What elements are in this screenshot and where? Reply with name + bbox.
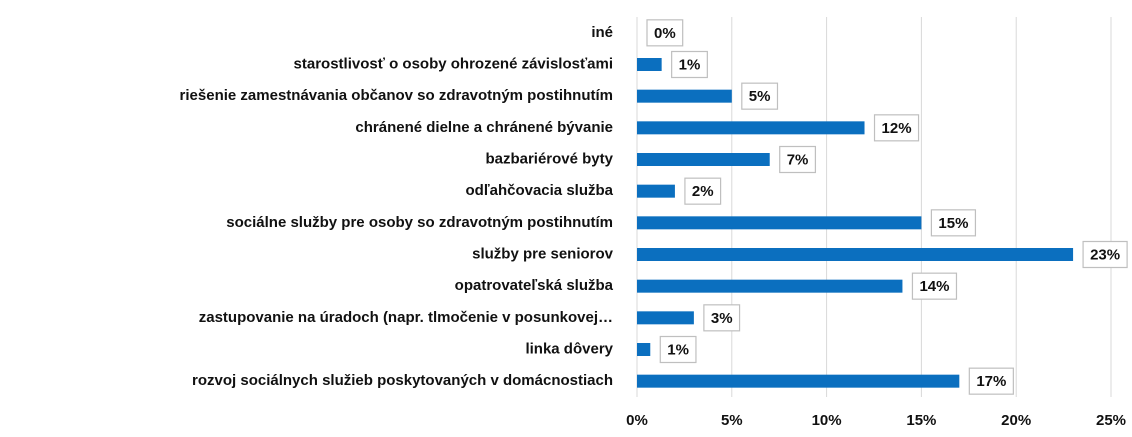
data-label-box	[1082, 240, 1128, 269]
data-label: 0%	[654, 25, 676, 42]
x-tick-label: 20%	[1001, 412, 1031, 429]
bar	[637, 311, 694, 325]
data-label-box	[646, 19, 684, 47]
data-label-box	[968, 367, 1014, 395]
bar	[637, 153, 770, 166]
data-label-box	[659, 335, 697, 364]
data-label: 17%	[976, 373, 1006, 390]
data-label-box	[930, 209, 977, 237]
y-tick-label: bazbariérové byty	[485, 150, 613, 167]
y-tick-label: odľahčovacia služba	[466, 182, 614, 199]
bar	[637, 121, 865, 135]
bar	[637, 248, 1074, 261]
bar	[637, 374, 960, 388]
data-label-box	[684, 177, 722, 205]
y-tick-label: riešenie zamestnávania občanov so zdravo…	[180, 87, 613, 104]
bar	[637, 89, 732, 103]
bar	[637, 184, 675, 198]
data-label-box	[873, 114, 920, 142]
data-label: 1%	[667, 341, 689, 358]
data-label: 12%	[882, 120, 912, 137]
y-tick-label: chránené dielne a chránené bývanie	[355, 119, 613, 136]
x-tick-label: 10%	[812, 412, 842, 429]
bar	[637, 343, 651, 356]
data-label-box	[703, 304, 741, 332]
data-label-box	[779, 145, 817, 174]
x-tick-label: 15%	[906, 412, 936, 429]
data-label: 14%	[919, 278, 949, 295]
y-tick-label: služby pre seniorov	[472, 245, 614, 262]
data-label-box	[671, 50, 708, 79]
y-tick-label: opatrovateľská služba	[455, 277, 614, 294]
bar	[637, 58, 662, 71]
data-label-box	[741, 82, 779, 110]
data-label: 3%	[711, 310, 733, 327]
y-tick-label: linka dôvery	[525, 340, 613, 357]
y-tick-label: iné	[591, 24, 613, 41]
bar	[637, 216, 922, 230]
x-tick-label: 5%	[721, 412, 743, 429]
y-tick-label: starostlivosť o osoby ohrozené závislosť…	[294, 55, 613, 72]
y-tick-label: rozvoj sociálnych služieb poskytovaných …	[192, 372, 613, 389]
x-tick-label: 0%	[626, 412, 648, 429]
y-tick-label: sociálne služby pre osoby so zdravotným …	[226, 214, 613, 231]
data-label: 1%	[679, 56, 701, 73]
x-tick-label: 25%	[1096, 412, 1126, 429]
data-label: 23%	[1090, 246, 1120, 263]
bar	[637, 279, 903, 293]
data-label: 5%	[749, 88, 771, 105]
data-label: 15%	[938, 215, 968, 232]
data-label-box	[911, 272, 958, 300]
data-label: 7%	[787, 151, 809, 168]
y-tick-label: zastupovanie na úradoch (napr. tlmočenie…	[199, 309, 613, 326]
data-label: 2%	[692, 183, 714, 200]
